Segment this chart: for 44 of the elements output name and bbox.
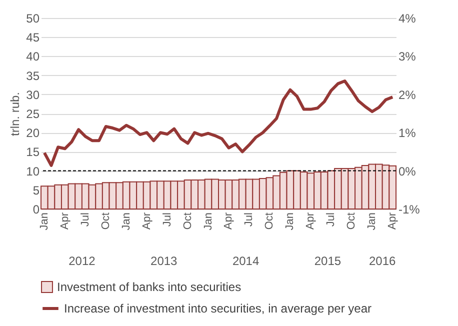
legend-label: Investment of banks into securities bbox=[57, 280, 242, 294]
y-tick-label: 20 bbox=[26, 126, 40, 140]
y-tick-label: 25 bbox=[26, 107, 40, 121]
text: 2014 bbox=[232, 254, 260, 268]
x-tick-label: Apr bbox=[386, 212, 399, 230]
y-tick-label: 35 bbox=[26, 68, 40, 83]
y-tick-label: 45 bbox=[26, 30, 40, 45]
y-tick-label: 10 bbox=[26, 164, 40, 178]
x-tick-label: Jan bbox=[202, 212, 214, 230]
y2-tick-label: 1% bbox=[398, 126, 416, 140]
y-tick-label: 0 bbox=[32, 202, 40, 216]
y2-tick-label: 0% bbox=[398, 164, 416, 178]
y2-tick-label: 3% bbox=[398, 50, 416, 64]
x-tick-label: Jan bbox=[284, 212, 296, 230]
x-tick-label: Oct bbox=[264, 212, 276, 230]
y-tick-label: 50 bbox=[26, 12, 40, 26]
x-tick-label: Jul bbox=[243, 212, 256, 227]
x-tick-label: Oct bbox=[100, 212, 112, 230]
legend-label: Increase of investment into securities, in average per year bbox=[64, 302, 372, 316]
y2-tick-label: 2% bbox=[398, 88, 416, 102]
x-tick-label: Jul bbox=[79, 212, 92, 227]
text: 2016 bbox=[368, 254, 396, 268]
y-tick-label: 40 bbox=[26, 50, 40, 64]
x-tick-label: Apr bbox=[58, 212, 71, 230]
y2-tick-label: 4% bbox=[398, 12, 416, 26]
x-tick-label: Oct bbox=[346, 212, 358, 230]
x-tick-label: Oct bbox=[182, 212, 194, 230]
y-tick-label: 5 bbox=[32, 183, 40, 198]
y2-tick-label: -1% bbox=[398, 202, 420, 216]
text: 2012 bbox=[68, 254, 96, 268]
x-tick-label: Apr bbox=[222, 212, 235, 230]
text: 2015 bbox=[314, 254, 342, 268]
y-tick-label: 30 bbox=[26, 88, 40, 102]
text: 2013 bbox=[150, 254, 178, 268]
y-axis-title: trln. rub. bbox=[8, 92, 22, 136]
x-tick-label: Jan bbox=[120, 212, 132, 230]
x-tick-label: Jul bbox=[161, 212, 174, 227]
x-tick-label: Jan bbox=[38, 212, 50, 230]
x-tick-label: Jan bbox=[366, 212, 378, 230]
x-tick-label: Apr bbox=[140, 212, 153, 230]
x-tick-label: Jul bbox=[325, 212, 338, 227]
line-series bbox=[42, 80, 394, 167]
y-tick-label: 15 bbox=[26, 145, 40, 160]
x-tick-label: Apr bbox=[304, 212, 317, 230]
